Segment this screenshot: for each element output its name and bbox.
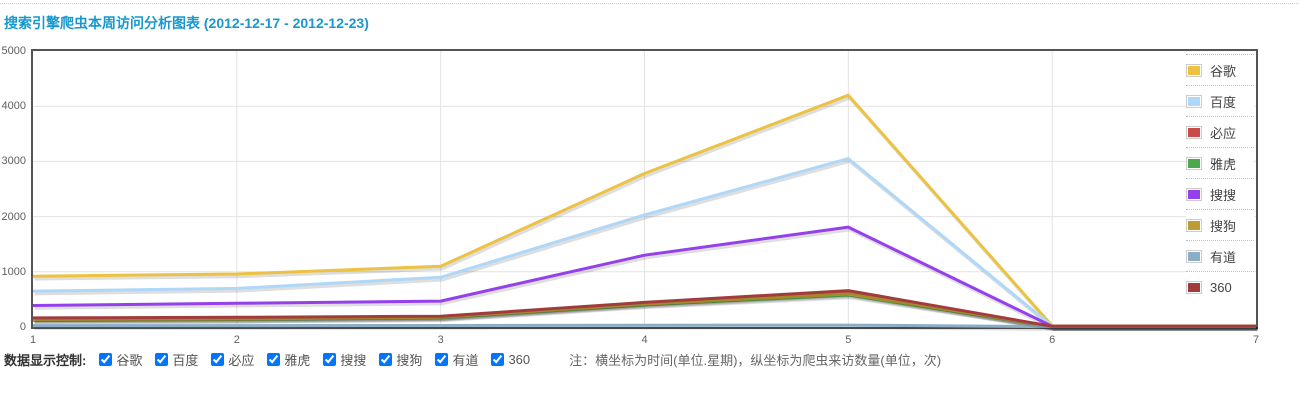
legend-label: 搜狗: [1210, 218, 1237, 234]
y-tick-label: 3000: [1, 155, 26, 168]
x-tick-label: 3: [437, 334, 444, 346]
axis-note: 注：横坐标为时间(单位.星期)，纵坐标为爬虫来访数量(单位，次): [569, 353, 942, 368]
series-checkbox-label: 必应: [228, 353, 255, 368]
legend-swatch-icon: [1186, 63, 1202, 77]
legend-label: 必应: [1210, 125, 1237, 141]
x-tick-label: 7: [1252, 334, 1260, 346]
x-tick-label: 4: [641, 334, 648, 346]
series-checkbox[interactable]: [99, 353, 113, 366]
legend-item-5: 搜狗: [1186, 209, 1254, 240]
series-toggle-5[interactable]: 搜狗: [379, 350, 422, 369]
series-toggle-2[interactable]: 必应: [211, 350, 254, 369]
y-tick-label: 2000: [1, 210, 26, 223]
legend-item-4: 搜搜: [1186, 178, 1254, 209]
y-tick-label: 4000: [1, 100, 26, 113]
legend-item-3: 雅虎: [1186, 147, 1254, 178]
series-line-shadow-3: [34, 295, 1258, 331]
series-checkbox-label: 百度: [172, 353, 199, 368]
legend-swatch-icon: [1186, 125, 1202, 139]
series-checkbox-label: 谷歌: [116, 353, 143, 368]
legend-item-0: 谷歌: [1186, 54, 1254, 85]
legend-label: 有道: [1210, 249, 1237, 265]
series-checkbox[interactable]: [323, 353, 337, 366]
legend-swatch-icon: [1186, 187, 1202, 201]
series-checkbox-label: 搜狗: [396, 353, 423, 368]
x-tick-label: 2: [233, 334, 240, 346]
series-line-shadow-5: [34, 294, 1258, 331]
chart-legend: 谷歌百度必应雅虎搜搜搜狗有道 360: [1186, 54, 1254, 302]
series-checkbox[interactable]: [267, 353, 281, 366]
series-line-shadow-1: [34, 159, 1258, 331]
series-line-shadow-6: [34, 325, 1258, 331]
page-title: 搜索引擎爬虫本周访问分析图表 (2012-12-17 - 2012-12-23): [4, 15, 369, 31]
data-display-controls: 数据显示控制: 谷歌 百度 必应 雅虎 搜搜 搜狗 有道 360 注：横坐标为时间(单位.星期…: [4, 350, 941, 369]
legend-item-2: 必应: [1186, 116, 1254, 147]
legend-item-7: 360: [1186, 271, 1254, 302]
top-divider: [0, 3, 1299, 4]
series-toggle-0[interactable]: 谷歌: [99, 350, 142, 369]
legend-label: 谷歌: [1210, 63, 1237, 79]
x-tick-label: 5: [845, 334, 852, 346]
legend-item-1: 百度: [1186, 85, 1254, 116]
legend-swatch-icon: [1186, 249, 1202, 263]
y-tick-label: 0: [19, 321, 26, 333]
legend-swatch-icon: [1186, 94, 1202, 108]
series-line-shadow-0: [34, 95, 1258, 331]
series-line-shadow-4: [34, 227, 1258, 331]
plot-border: [31, 49, 1258, 329]
legend-swatch-icon: [1186, 280, 1202, 294]
series-checkbox[interactable]: [435, 353, 449, 366]
series-toggle-1[interactable]: 百度: [155, 350, 198, 369]
series-toggle-6[interactable]: 有道: [435, 350, 478, 369]
x-tick-label: 1: [29, 334, 37, 346]
series-line-shadow-7: [34, 291, 1258, 331]
series-checkbox[interactable]: [491, 353, 505, 366]
series-toggle-7[interactable]: 360: [491, 352, 530, 367]
series-checkbox[interactable]: [155, 353, 169, 366]
legend-swatch-icon: [1186, 156, 1202, 170]
series-checkbox-label: 360: [508, 352, 531, 367]
series-checkbox-list: 谷歌 百度 必应 雅虎 搜搜 搜狗 有道 360: [99, 350, 530, 369]
legend-label: 360: [1210, 279, 1232, 295]
x-tick-label: 6: [1049, 334, 1056, 346]
legend-label: 搜搜: [1210, 187, 1237, 203]
series-checkbox[interactable]: [379, 353, 393, 366]
y-tick-label: 5000: [1, 45, 26, 57]
series-checkbox-label: 搜搜: [340, 353, 367, 368]
series-checkbox[interactable]: [211, 353, 225, 366]
series-checkbox-label: 有道: [452, 353, 479, 368]
series-checkbox-label: 雅虎: [284, 353, 311, 368]
legend-label: 百度: [1210, 94, 1237, 110]
series-toggle-4[interactable]: 搜搜: [323, 350, 366, 369]
legend-item-6: 有道: [1186, 240, 1254, 271]
y-tick-label: 1000: [1, 265, 26, 278]
controls-label: 数据显示控制:: [4, 353, 87, 368]
legend-swatch-icon: [1186, 218, 1202, 232]
series-line-7: [32, 289, 1256, 328]
legend-label: 雅虎: [1210, 156, 1237, 172]
series-toggle-3[interactable]: 雅虎: [267, 350, 310, 369]
